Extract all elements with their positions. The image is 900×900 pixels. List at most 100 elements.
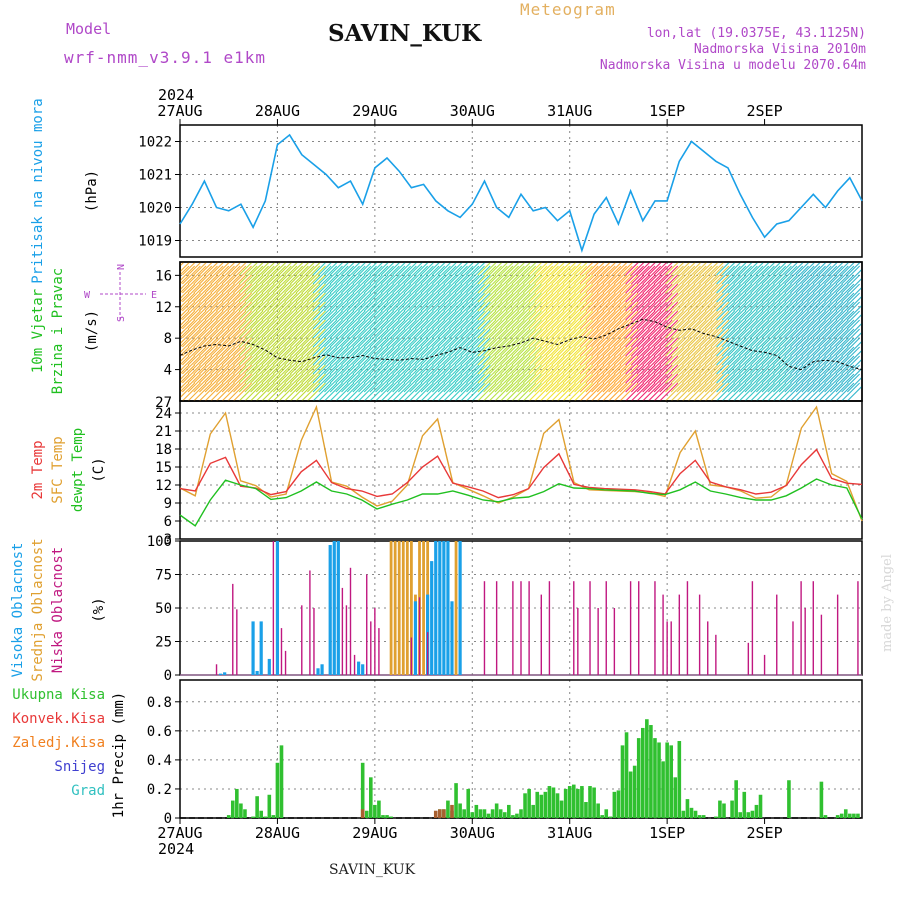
wind-barb	[778, 265, 798, 285]
wind-barb	[324, 283, 343, 303]
wind-barb	[761, 292, 781, 312]
wind-barb	[528, 310, 548, 330]
wind-barb	[301, 337, 321, 357]
wind-barb	[403, 382, 423, 401]
wind-barb	[369, 355, 389, 375]
wind-barb	[619, 346, 639, 366]
wind-barb	[812, 292, 832, 312]
wind-barb	[352, 274, 372, 294]
wind-barb	[500, 265, 520, 285]
wind-barb	[608, 274, 628, 294]
wind-barb	[466, 382, 485, 401]
wind-barb	[238, 328, 258, 348]
wind-barb	[790, 373, 809, 393]
wind-barb	[710, 292, 730, 312]
wind-barb	[346, 382, 366, 401]
low-cloud-bar	[804, 608, 806, 675]
total-precip-bar	[685, 799, 690, 818]
wind-barb	[449, 274, 468, 294]
wind-barb	[517, 292, 537, 312]
wind-barb	[596, 319, 616, 339]
wind-barb	[471, 319, 491, 339]
low-cloud-bar	[613, 608, 616, 675]
high-cloud-bar	[255, 670, 259, 675]
wind-barb	[557, 382, 576, 401]
wind-barb	[545, 355, 565, 375]
wind-barb	[221, 373, 241, 393]
wind-barb	[829, 364, 849, 384]
wind-barb	[562, 364, 582, 384]
wind-barb	[380, 382, 400, 401]
wind-barb	[528, 292, 548, 312]
wind-barb	[682, 310, 701, 330]
wind-barb	[704, 301, 724, 321]
wind-barb	[812, 262, 827, 276]
wind-barb	[346, 373, 366, 393]
low-cloud-bar	[418, 597, 421, 675]
wind-barb	[727, 373, 747, 393]
wind-barb	[216, 328, 235, 348]
wind-barb	[653, 328, 673, 348]
wind-barb	[653, 310, 673, 330]
wind-barb	[642, 274, 662, 294]
wind-barb	[534, 364, 554, 384]
wind-barb	[841, 310, 861, 330]
wind-barb	[375, 310, 394, 330]
wind-barb	[471, 292, 491, 312]
wind-barb	[790, 301, 809, 321]
wind-barb	[307, 292, 326, 312]
wind-barb	[181, 274, 201, 294]
wind-barb	[591, 382, 610, 401]
wind-barb	[443, 265, 463, 285]
wind-barb	[511, 310, 531, 330]
wind-barb	[744, 382, 764, 401]
wind-barb	[602, 337, 622, 357]
wind-barb	[568, 301, 588, 321]
wind-barb	[636, 319, 656, 339]
wind-barb	[420, 337, 440, 357]
wind-barb	[522, 364, 542, 384]
wind-barb	[790, 319, 809, 339]
wind-barb	[517, 262, 532, 276]
wind-barb	[755, 301, 775, 321]
wind-barb	[716, 310, 735, 330]
wind-barb	[619, 301, 639, 321]
low-cloud-bar	[309, 570, 311, 675]
wind-barb	[670, 382, 690, 401]
wind-barb	[545, 274, 565, 294]
wind-barb	[676, 265, 696, 285]
wind-barb	[250, 337, 269, 357]
wind-barb	[301, 319, 321, 339]
wind-barb	[829, 265, 849, 285]
wind-barb	[630, 274, 650, 294]
temp2m-axis-label: 2m Temp	[30, 440, 46, 499]
wind-barb	[289, 355, 309, 375]
wind-barb	[778, 283, 798, 303]
wind-barb	[801, 364, 821, 384]
x-tick-label-top: 1SEP	[649, 102, 685, 120]
wind-barb	[420, 301, 440, 321]
wind-barb	[244, 301, 264, 321]
wind-barb	[778, 337, 798, 357]
total-precip-bar	[360, 762, 365, 818]
mid-cloud-bar	[422, 541, 425, 675]
wind-barb	[528, 328, 548, 348]
wind-barb	[238, 301, 258, 321]
compass-north: N	[116, 264, 127, 270]
wind-barb	[540, 382, 559, 401]
wind-barb	[454, 310, 474, 330]
wind-barb	[733, 265, 753, 285]
wind-barb	[773, 262, 788, 276]
low-cloud-bar	[698, 594, 701, 675]
wind-barb	[602, 364, 622, 384]
wind-barb	[380, 373, 400, 393]
wind-barb	[363, 319, 383, 339]
wind-barb	[460, 337, 480, 357]
wind-barb	[846, 304, 862, 321]
wind-barb	[199, 265, 218, 285]
wind-barb	[488, 262, 504, 276]
wind-barb	[574, 262, 589, 276]
wind-barb	[233, 346, 252, 366]
wind-barb	[187, 346, 207, 366]
wind-barb	[653, 265, 673, 285]
